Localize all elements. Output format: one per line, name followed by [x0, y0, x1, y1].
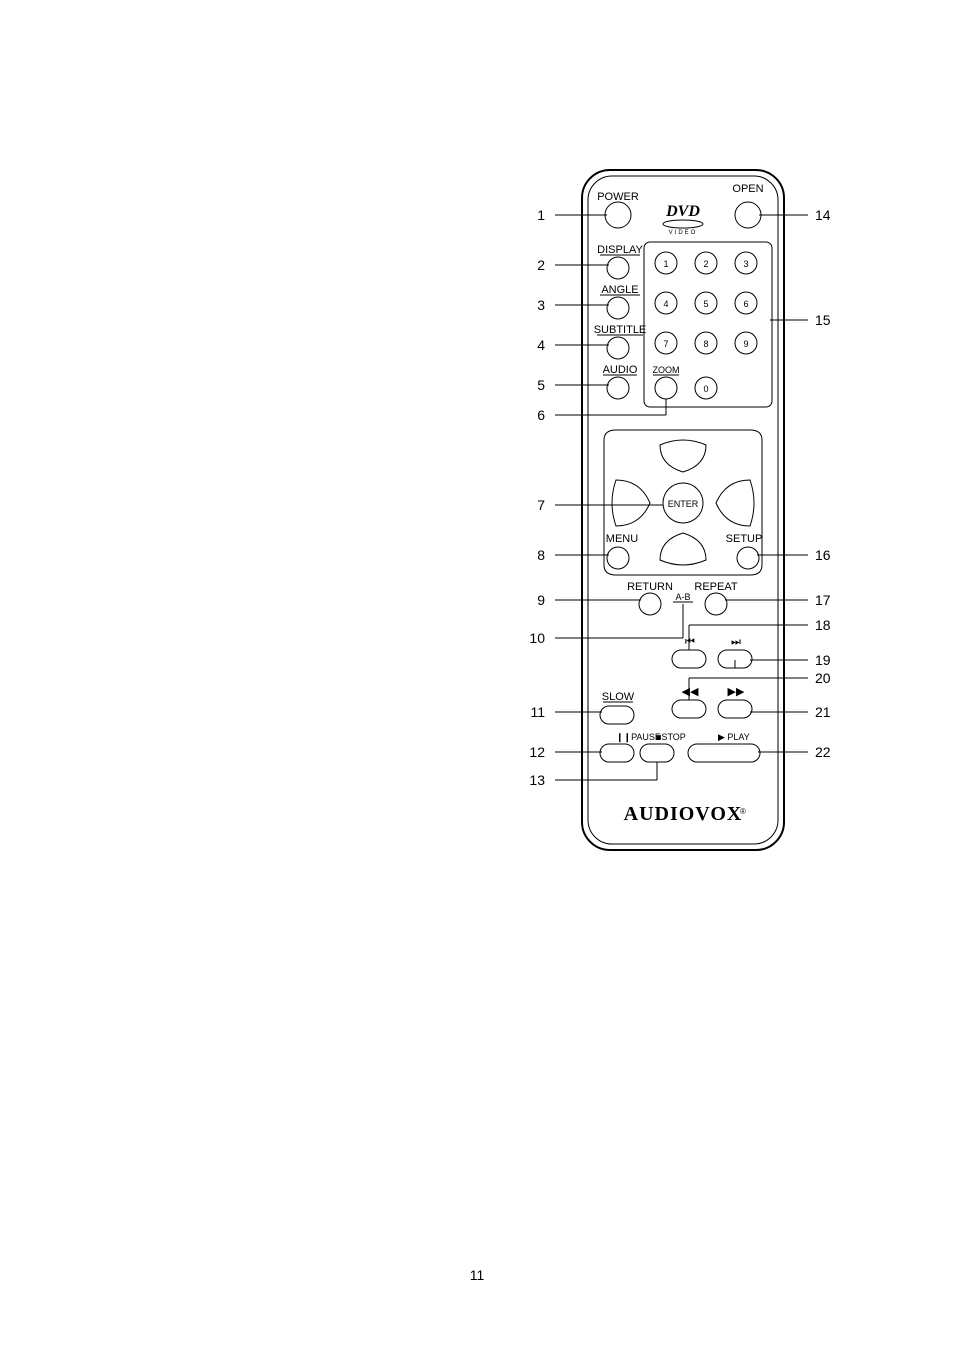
- pause-label: ❙❙PAUSE: [616, 732, 661, 743]
- open-label: OPEN: [732, 183, 763, 195]
- remote-diagram: 11 POWER OPEN DVD VIDEO DISPLAY ANGLE SU…: [0, 0, 954, 1349]
- svg-text:▶▶: ▶▶: [728, 686, 745, 698]
- callout-2: 2: [537, 257, 545, 273]
- dvd-logo: DVD VIDEO: [663, 203, 703, 236]
- callout-6: 6: [537, 407, 545, 423]
- slow-label: SLOW: [602, 691, 635, 703]
- power-label: POWER: [597, 191, 639, 203]
- svg-text:9: 9: [743, 339, 748, 349]
- callout-16: 16: [815, 547, 831, 563]
- svg-text:5: 5: [703, 299, 708, 309]
- svg-text:⏭: ⏭: [731, 636, 741, 648]
- right-callouts: 14 15 16 17 18 19 20 21 22: [815, 207, 831, 760]
- menu-label: MENU: [606, 533, 638, 545]
- callout-8: 8: [537, 547, 545, 563]
- svg-text:7: 7: [663, 339, 668, 349]
- callout-7: 7: [537, 497, 545, 513]
- callout-22: 22: [815, 744, 831, 760]
- display-label: DISPLAY: [597, 244, 643, 256]
- setup-label: SETUP: [726, 533, 763, 545]
- zoom-label: ZOOM: [653, 365, 680, 375]
- svg-text:⏮: ⏮: [685, 636, 695, 648]
- callout-18: 18: [815, 617, 831, 633]
- callout-19: 19: [815, 652, 831, 668]
- play-label: ▶ PLAY: [718, 732, 750, 742]
- return-label: RETURN: [627, 581, 673, 593]
- callout-17: 17: [815, 592, 831, 608]
- svg-text:1: 1: [663, 259, 668, 269]
- left-callouts: 12345678910111213: [529, 207, 545, 788]
- page-number: 11: [470, 1267, 485, 1283]
- callout-14: 14: [815, 207, 831, 223]
- remote-control: POWER OPEN DVD VIDEO DISPLAY ANGLE SUBTI…: [582, 170, 784, 850]
- repeat-label: REPEAT: [694, 581, 737, 593]
- svg-text:3: 3: [743, 259, 748, 269]
- callout-21: 21: [815, 704, 831, 720]
- brand-logo: AUDIOVOX: [624, 803, 743, 825]
- svg-text:◀◀: ◀◀: [682, 686, 699, 698]
- subtitle-label: SUBTITLE: [594, 324, 647, 336]
- svg-text:6: 6: [743, 299, 748, 309]
- audio-label: AUDIO: [603, 364, 638, 376]
- skip-prev-icon: ⏮: [685, 636, 695, 648]
- callout-15: 15: [815, 312, 831, 328]
- svg-text:4: 4: [663, 299, 668, 309]
- callout-12: 12: [529, 744, 545, 760]
- angle-label: ANGLE: [601, 284, 638, 296]
- svg-text:0: 0: [703, 384, 708, 394]
- callout-13: 13: [529, 772, 545, 788]
- callout-5: 5: [537, 377, 545, 393]
- svg-text:DVD: DVD: [665, 203, 700, 220]
- svg-text:2: 2: [703, 259, 708, 269]
- callout-4: 4: [537, 337, 545, 353]
- callout-20: 20: [815, 670, 831, 686]
- callout-10: 10: [529, 630, 545, 646]
- svg-text:8: 8: [703, 339, 708, 349]
- registered-icon: ®: [740, 807, 746, 816]
- fast-forward-icon: ▶▶: [728, 686, 745, 698]
- enter-label: ENTER: [668, 499, 699, 509]
- skip-next-icon: ⏭: [731, 636, 741, 648]
- svg-text:VIDEO: VIDEO: [669, 230, 698, 236]
- callout-3: 3: [537, 297, 545, 313]
- stop-label: ■STOP: [656, 732, 686, 742]
- callout-1: 1: [537, 207, 545, 223]
- ab-label: A-B: [675, 592, 690, 602]
- callout-9: 9: [537, 592, 545, 608]
- rewind-icon: ◀◀: [682, 686, 699, 698]
- callout-11: 11: [530, 704, 545, 720]
